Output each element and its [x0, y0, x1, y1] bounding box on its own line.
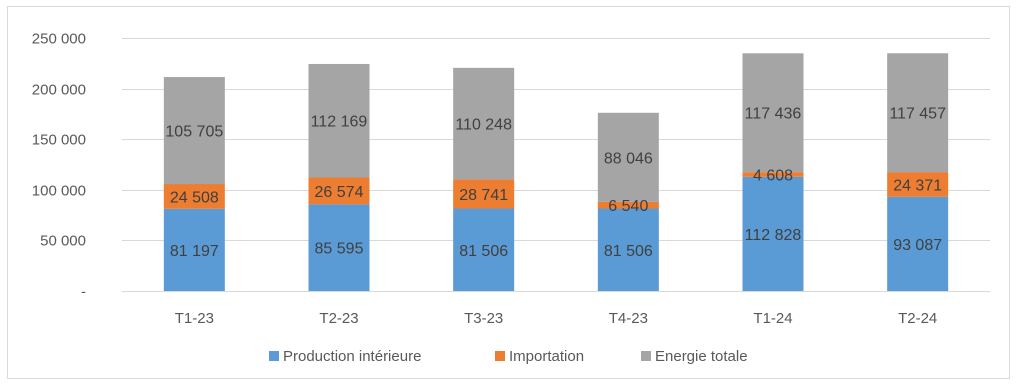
bar-segment — [308, 177, 370, 205]
data-label: 117 436 — [745, 106, 802, 123]
x-tick-label: T1-24 — [753, 310, 792, 327]
data-label: 81 197 — [170, 243, 219, 260]
bar-segment — [742, 176, 804, 291]
bar-segment — [308, 204, 370, 291]
y-axis-ticks: - 50 000 100 000 150 000 200 000 250 000 — [32, 31, 86, 301]
y-tick-label: 150 000 — [32, 132, 86, 149]
bar-segment — [742, 53, 804, 173]
data-label: 93 087 — [893, 237, 942, 254]
data-label: 24 371 — [893, 177, 942, 194]
x-tick-label: T3-23 — [464, 310, 503, 327]
legend-swatch — [495, 351, 505, 361]
x-tick-label: T2-24 — [898, 310, 937, 327]
data-label: 81 506 — [604, 243, 653, 260]
data-label: 4 608 — [753, 167, 793, 184]
legend-label: Importation — [509, 348, 584, 365]
data-label: 26 574 — [315, 184, 364, 201]
bar-segment — [163, 208, 225, 291]
bar-segment — [453, 179, 515, 209]
data-label: 81 506 — [459, 243, 508, 260]
bar-segment — [163, 184, 225, 209]
legend: Production intérieure Importation Energie … — [269, 348, 748, 365]
bar-segment — [887, 53, 949, 173]
data-label: 24 508 — [170, 189, 219, 206]
data-label: 28 741 — [459, 187, 508, 204]
y-tick-label: 200 000 — [32, 82, 86, 99]
data-label: 6 540 — [608, 198, 648, 215]
bar-segment — [308, 63, 370, 178]
y-tick-label: 250 000 — [32, 31, 86, 48]
data-label: 88 046 — [604, 150, 653, 167]
y-tick-label: 50 000 — [40, 233, 86, 250]
data-labels: 81 197 24 508 105 705 85 595 26 574 112 169 81… — [165, 106, 946, 260]
bar-segment — [453, 208, 515, 291]
bar-segment — [742, 172, 804, 177]
legend-label: Production intérieure — [283, 348, 421, 365]
y-tick-label: - — [81, 284, 86, 301]
bar-segment — [597, 201, 659, 209]
data-label: 105 705 — [165, 124, 223, 141]
bar-segment — [887, 196, 949, 291]
legend-swatch — [269, 351, 279, 361]
bar-segment — [597, 208, 659, 291]
bar-segment — [163, 77, 225, 185]
bar-segment — [887, 172, 949, 197]
data-label: 112 828 — [745, 227, 802, 244]
x-tick-label: T2-23 — [319, 310, 358, 327]
y-tick-label: 100 000 — [32, 183, 86, 200]
x-tick-label: T4-23 — [609, 310, 648, 327]
data-label: 112 169 — [311, 114, 368, 131]
legend-swatch — [641, 351, 651, 361]
bar-segment — [453, 67, 515, 180]
legend-label: Energie totale — [655, 348, 748, 365]
bar-segment — [597, 112, 659, 202]
data-label: 85 595 — [315, 241, 364, 258]
x-tick-label: T1-23 — [175, 310, 214, 327]
data-label: 117 457 — [889, 106, 946, 123]
data-label: 110 248 — [455, 117, 512, 134]
x-axis-ticks: T1-23 T2-23 T3-23 T4-23 T1-24 T2-24 — [175, 310, 938, 327]
gridlines — [122, 38, 990, 292]
bars — [163, 53, 949, 291]
